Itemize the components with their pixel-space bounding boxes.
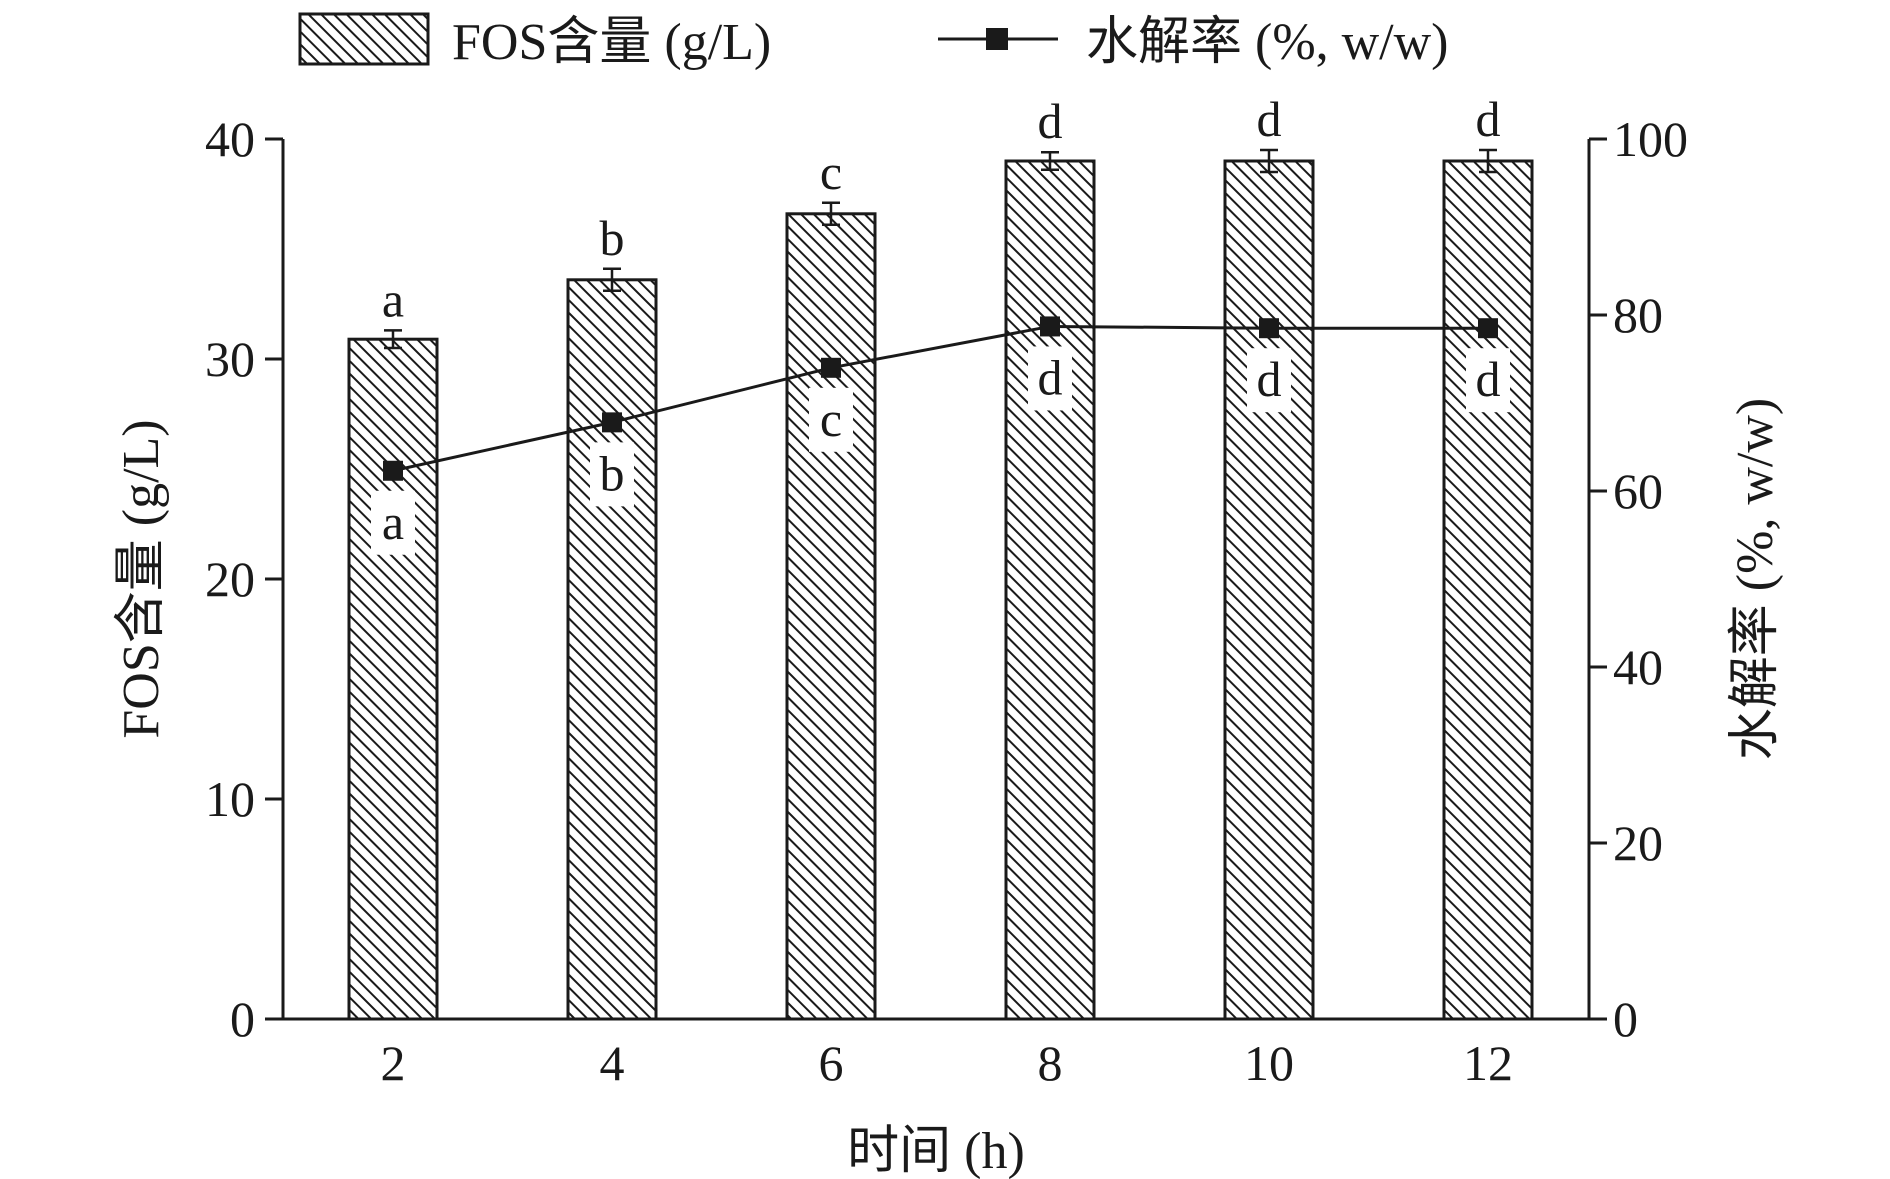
line-letter-10h: d — [1257, 351, 1282, 407]
line-letter-8h: d — [1038, 349, 1063, 405]
right-tick-label-0: 0 — [1613, 991, 1638, 1047]
right-tick-label-60: 60 — [1613, 463, 1663, 519]
legend-bar-swatch — [298, 12, 430, 66]
bar-6h — [785, 212, 877, 1021]
bar-10h — [1223, 159, 1315, 1021]
line-letter-box-6h — [809, 387, 853, 452]
line-series-hydrolysis — [383, 316, 1498, 481]
bar-8h — [1004, 159, 1096, 1021]
x-ticks: 2 4 6 8 10 12 — [381, 1035, 1514, 1091]
line-letter-4h: b — [600, 445, 625, 501]
legend-bar-label: FOS含量 (g/L) — [452, 14, 771, 71]
line-letter-2h: a — [382, 494, 404, 550]
bar-2h — [347, 337, 439, 1021]
left-tick-label-40: 40 — [205, 111, 255, 167]
legend: FOS含量 (g/L) 水解率 (%, w/w) — [298, 12, 1449, 71]
marker-4h — [602, 412, 622, 433]
marker-6h — [821, 357, 841, 378]
legend-line-label: 水解率 (%, w/w) — [1086, 14, 1449, 71]
x-axis-title: 时间 (h) — [847, 1123, 1025, 1179]
right-tick-label-40: 40 — [1613, 639, 1663, 695]
bar-letter-4h: b — [600, 210, 625, 266]
x-tick-label-4: 4 — [600, 1035, 625, 1091]
bar-letter-2h: a — [382, 271, 404, 327]
left-y-ticks: 0 10 20 30 40 — [205, 111, 283, 1047]
marker-10h — [1259, 318, 1279, 339]
marker-2h — [383, 460, 403, 481]
bar-significance-letters: a b c d d d — [382, 91, 1501, 327]
x-tick-label-2: 2 — [381, 1035, 406, 1091]
bar-letter-10h: d — [1257, 91, 1282, 147]
bar-series-fos — [347, 159, 1534, 1021]
line-letter-box-10h — [1247, 348, 1291, 413]
line-letter-box-12h — [1466, 348, 1510, 413]
left-tick-label-10: 10 — [205, 771, 255, 827]
marker-8h — [1040, 316, 1060, 337]
bar-12h — [1442, 159, 1534, 1021]
line-letter-12h: d — [1476, 351, 1501, 407]
legend-line-marker — [986, 28, 1008, 50]
bar-4h — [566, 278, 658, 1021]
right-tick-label-20: 20 — [1613, 815, 1663, 871]
line-letter-box-4h — [590, 442, 634, 507]
bar-letter-6h: c — [820, 144, 842, 200]
line-letter-6h: c — [820, 391, 842, 447]
bar-letter-12h: d — [1476, 91, 1501, 147]
line-letter-box-8h — [1028, 346, 1072, 411]
left-y-axis-title: FOS含量 (g/L) — [113, 419, 170, 738]
line-significance-letters: a b c d d d — [371, 346, 1510, 555]
axes — [281, 139, 1591, 1021]
x-tick-label-6: 6 — [819, 1035, 844, 1091]
hydrolysis-line — [392, 324, 1488, 473]
line-letter-box-2h — [371, 490, 415, 555]
marker-12h — [1478, 318, 1498, 339]
right-tick-label-80: 80 — [1613, 287, 1663, 343]
left-tick-label-0: 0 — [230, 991, 255, 1047]
right-y-axis-title: 水解率 (%, w/w) — [1727, 398, 1784, 761]
right-tick-label-100: 100 — [1613, 111, 1688, 167]
left-tick-label-30: 30 — [205, 331, 255, 387]
x-tick-label-8: 8 — [1038, 1035, 1063, 1091]
error-bars — [384, 148, 1497, 350]
right-y-ticks: 0 20 40 60 80 100 — [1589, 111, 1688, 1047]
x-tick-label-10: 10 — [1244, 1035, 1294, 1091]
x-tick-label-12: 12 — [1463, 1035, 1513, 1091]
left-tick-label-20: 20 — [205, 551, 255, 607]
bar-letter-8h: d — [1038, 93, 1063, 149]
